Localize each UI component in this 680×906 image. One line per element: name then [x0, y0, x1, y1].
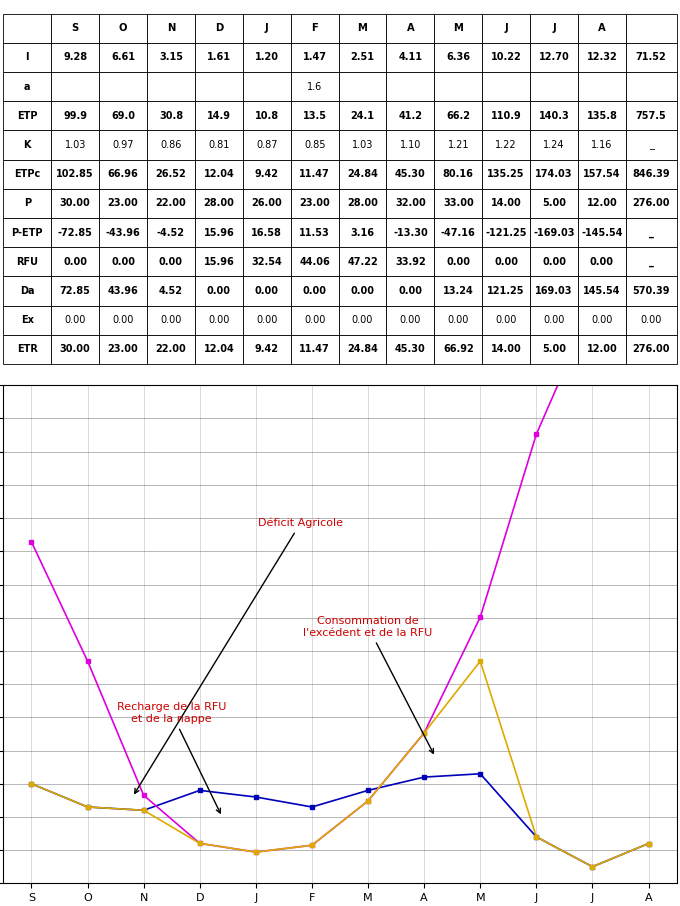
ETR (mm): [364, 795, 372, 806]
ETP (mm): [84, 656, 92, 667]
ETR (mm): [27, 778, 35, 789]
ETR (mm): [84, 802, 92, 813]
P (mm): [476, 768, 484, 779]
P (mm): [532, 832, 541, 843]
P (mm): [645, 838, 653, 849]
P (mm): [27, 778, 35, 789]
ETR (mm): [532, 832, 541, 843]
Line: P (mm): P (mm): [29, 771, 651, 869]
Line: ETP (mm): ETP (mm): [29, 304, 651, 854]
Line: ETR (mm): ETR (mm): [29, 659, 651, 869]
P (mm): [252, 792, 260, 803]
P (mm): [588, 862, 596, 872]
P (mm): [308, 802, 316, 813]
P (mm): [84, 802, 92, 813]
ETR (mm): [588, 862, 596, 872]
ETP (mm): [588, 300, 596, 311]
ETR (mm): [196, 838, 204, 849]
ETP (mm): [27, 536, 35, 547]
ETR (mm): [139, 805, 148, 815]
P (mm): [364, 785, 372, 795]
Text: Consommation de
l'excédent et de la RFU: Consommation de l'excédent et de la RFU: [303, 616, 433, 753]
ETP (mm): [308, 840, 316, 851]
ETP (mm): [532, 429, 541, 439]
P (mm): [196, 785, 204, 795]
ETR (mm): [308, 840, 316, 851]
ETP (mm): [364, 795, 372, 806]
ETR (mm): [645, 838, 653, 849]
ETP (mm): [476, 612, 484, 622]
ETP (mm): [420, 728, 428, 738]
P (mm): [139, 805, 148, 815]
ETP (mm): [645, 355, 653, 366]
ETP (mm): [252, 846, 260, 857]
ETR (mm): [476, 656, 484, 667]
Text: Déficit Agricole: Déficit Agricole: [135, 517, 343, 794]
ETR (mm): [252, 846, 260, 857]
ETR (mm): [420, 728, 428, 738]
P (mm): [420, 772, 428, 783]
Text: Recharge de la RFU
et de la nappe: Recharge de la RFU et de la nappe: [117, 702, 226, 813]
ETP (mm): [196, 838, 204, 849]
ETP (mm): [139, 790, 148, 801]
